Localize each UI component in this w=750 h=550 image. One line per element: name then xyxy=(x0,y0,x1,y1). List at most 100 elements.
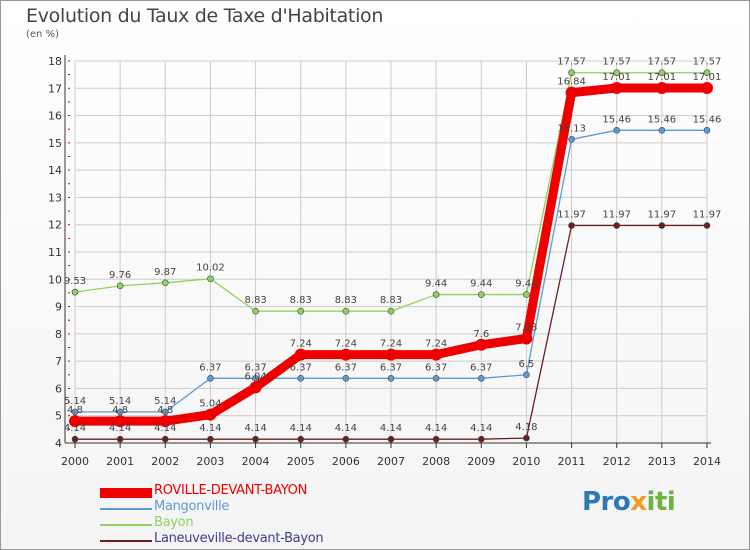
data-point xyxy=(71,288,79,296)
data-label: 4.14 xyxy=(244,423,266,434)
data-label: 4.8 xyxy=(112,405,128,416)
data-point xyxy=(297,307,305,315)
data-point xyxy=(610,82,623,95)
data-label: 6.37 xyxy=(290,362,312,373)
data-label: 7.83 xyxy=(515,322,537,333)
data-label: 4.14 xyxy=(199,423,221,434)
data-label: 4.8 xyxy=(157,405,173,416)
x-tick-label: 2006 xyxy=(332,455,360,468)
data-label: 15.46 xyxy=(602,114,631,125)
data-point xyxy=(387,435,395,443)
x-tick-label: 2004 xyxy=(242,455,270,468)
data-label: 4.14 xyxy=(335,423,357,434)
x-tick-label: 2010 xyxy=(512,455,540,468)
legend-item-mangonville: Mangonville xyxy=(100,499,360,516)
data-label: 4.14 xyxy=(109,423,131,434)
legend-swatch xyxy=(100,524,152,526)
data-point xyxy=(565,86,578,99)
data-label: 6.37 xyxy=(244,362,266,373)
legend-label: ROVILLE-DEVANT-BAYON xyxy=(154,483,308,498)
y-tick-label: 14 xyxy=(48,164,62,177)
x-tick-label: 2007 xyxy=(377,455,405,468)
y-tick-label: 16 xyxy=(48,110,62,123)
data-label: 8.83 xyxy=(290,295,312,306)
data-label: 17.01 xyxy=(648,72,677,83)
data-point xyxy=(523,291,530,298)
data-point xyxy=(342,435,350,443)
data-point xyxy=(658,69,666,77)
data-point xyxy=(297,375,305,382)
data-point xyxy=(430,348,443,361)
data-point xyxy=(432,435,440,443)
data-label: 11.97 xyxy=(602,210,631,221)
data-point xyxy=(116,282,124,290)
data-label: 17.57 xyxy=(557,57,586,68)
data-point xyxy=(252,375,259,382)
series-layer xyxy=(69,69,713,443)
y-tick-label: 11 xyxy=(48,246,62,259)
data-point xyxy=(207,275,214,283)
legend-item-laneuveville: Laneuveville-devant-Bayon xyxy=(100,531,360,548)
data-point xyxy=(159,415,172,428)
data-label: 17.57 xyxy=(648,57,677,68)
data-label: 5.14 xyxy=(154,396,176,407)
data-point xyxy=(475,338,488,351)
x-tick-label: 2014 xyxy=(693,455,721,468)
data-point xyxy=(568,69,575,77)
data-label: 6.37 xyxy=(335,362,357,373)
data-label: 6.5 xyxy=(518,359,534,370)
data-point xyxy=(114,415,127,428)
data-point xyxy=(252,435,259,443)
data-point xyxy=(385,348,397,361)
logo-part: x xyxy=(630,487,647,517)
data-label: 10.02 xyxy=(196,263,225,274)
data-label: 15.13 xyxy=(557,123,586,134)
x-tick-label: 2012 xyxy=(603,455,631,468)
y-tick-label: 13 xyxy=(48,191,62,204)
y-tick-label: 15 xyxy=(48,137,62,150)
data-point xyxy=(477,435,485,443)
data-point xyxy=(703,69,711,77)
legend-swatch xyxy=(100,508,152,510)
data-label: 4.14 xyxy=(290,423,312,434)
chart-title: Evolution du Taux de Taxe d'Habitation xyxy=(26,5,384,27)
x-tick-label: 2013 xyxy=(648,455,676,468)
data-point xyxy=(387,375,395,382)
y-tick-label: 8 xyxy=(55,328,62,341)
data-label: 8.83 xyxy=(244,295,266,306)
x-tick-label: 2011 xyxy=(558,455,586,468)
data-label: 15.46 xyxy=(693,114,722,125)
data-point xyxy=(568,222,575,229)
data-point xyxy=(523,434,530,442)
data-point xyxy=(432,375,440,382)
data-label: 9.44 xyxy=(425,279,447,290)
logo-part: iti xyxy=(646,487,676,517)
data-point xyxy=(613,222,621,229)
data-label: 7.24 xyxy=(425,339,447,350)
data-label: 6.37 xyxy=(199,362,221,373)
data-point xyxy=(613,69,621,77)
data-point xyxy=(658,222,666,229)
data-label: 6.37 xyxy=(425,362,447,373)
x-tick-label: 2008 xyxy=(422,455,450,468)
data-point xyxy=(658,127,666,134)
x-tick-label: 2003 xyxy=(196,455,224,468)
data-label: 5.14 xyxy=(64,396,86,407)
data-label: 16.84 xyxy=(557,77,586,88)
x-tick-label: 2005 xyxy=(287,455,315,468)
data-label: 4.18 xyxy=(515,422,537,433)
data-label: 4.14 xyxy=(380,423,402,434)
data-point xyxy=(207,435,214,443)
data-label: 6.04 xyxy=(244,371,266,382)
data-label: 6.37 xyxy=(470,362,492,373)
data-point xyxy=(655,82,668,95)
data-label: 17.01 xyxy=(602,72,631,83)
y-tick-label: 18 xyxy=(48,55,62,68)
y-tick-label: 17 xyxy=(48,82,62,95)
data-point xyxy=(568,136,575,143)
legend-label: Mangonville xyxy=(154,499,230,514)
chart-grid xyxy=(74,60,708,444)
data-label: 7.24 xyxy=(290,339,312,350)
data-label: 7.6 xyxy=(473,329,489,340)
